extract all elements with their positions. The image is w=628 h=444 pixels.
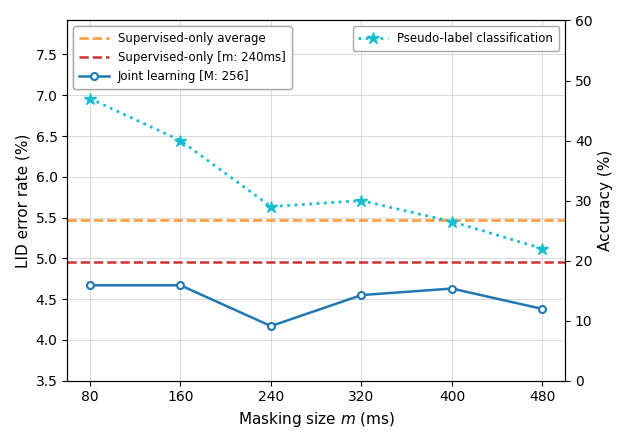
Legend: Pseudo-label classification: Pseudo-label classification [352, 26, 559, 51]
Y-axis label: Accuracy (%): Accuracy (%) [598, 150, 613, 251]
Pseudo-label classification [86, 96, 94, 101]
Line: Pseudo-label classification: Pseudo-label classification [84, 92, 549, 255]
Pseudo-label classification [358, 198, 365, 203]
Pseudo-label classification [539, 246, 546, 251]
Pseudo-label classification [448, 219, 456, 224]
Y-axis label: LID error rate (%): LID error rate (%) [15, 134, 30, 268]
Pseudo-label classification [176, 138, 184, 143]
Pseudo-label classification [267, 204, 274, 209]
X-axis label: Masking size $m$ (ms): Masking size $m$ (ms) [237, 410, 395, 429]
Legend: Supervised-only average, Supervised-only [m: 240ms], Joint learning [M: 256]: Supervised-only average, Supervised-only… [73, 26, 291, 89]
